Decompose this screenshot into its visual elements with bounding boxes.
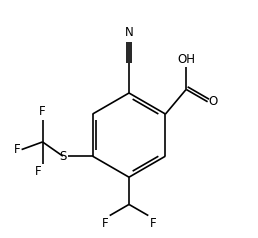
Text: OH: OH bbox=[177, 53, 195, 66]
Text: S: S bbox=[59, 150, 67, 163]
Text: O: O bbox=[209, 95, 218, 108]
Text: F: F bbox=[14, 143, 20, 156]
Text: F: F bbox=[102, 217, 108, 230]
Text: N: N bbox=[125, 26, 133, 39]
Text: F: F bbox=[150, 217, 156, 230]
Text: F: F bbox=[39, 105, 46, 119]
Text: F: F bbox=[35, 165, 41, 178]
